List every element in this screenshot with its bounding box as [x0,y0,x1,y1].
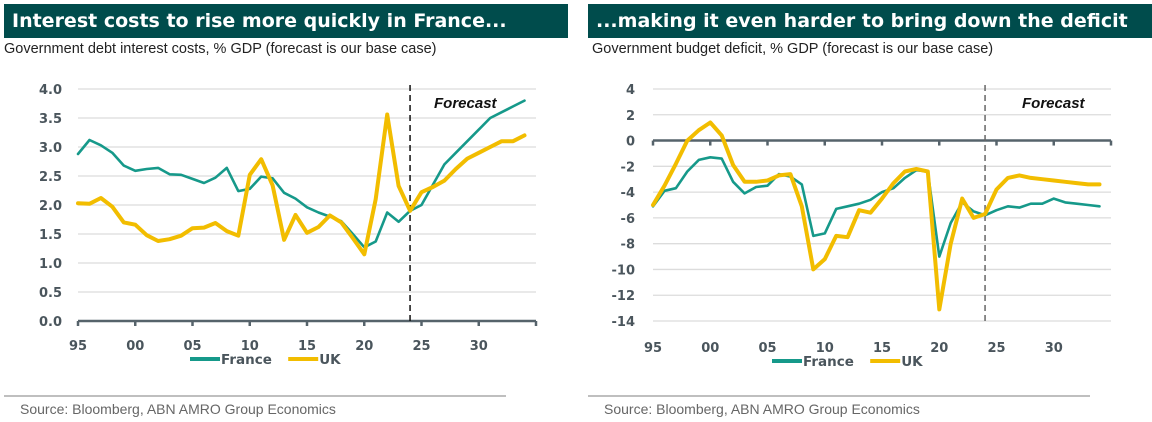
series-line-france [76,99,526,249]
x-tick-label: 05 [183,339,201,354]
series-line-uk [76,112,527,257]
x-tick-label: 25 [412,339,430,354]
y-tick-label: 4.0 [39,83,62,98]
legend-label-france: France [221,352,272,368]
x-tick-label: 00 [701,341,719,356]
source-divider [588,395,1090,397]
x-tick-label: 95 [69,339,87,354]
x-tick-label: 15 [873,341,891,356]
source-note: Source: Bloomberg, ABN AMRO Group Econom… [604,401,920,417]
y-tick-label: 3.5 [39,112,62,127]
x-tick-label: 25 [987,341,1005,356]
y-tick-label: -4 [621,186,635,201]
forecast-label: Forecast [434,95,498,112]
legend-label-uk: UK [319,352,341,368]
interest-costs-chart: 0.0 0.5 1.0 1.5 2.0 2.5 3.0 3.5 4.0 95 00 05 10 15 20 2… [39,83,538,368]
y-tick-label: -12 [612,289,636,304]
y-tick-label: 1.5 [39,228,62,243]
source-divider [4,395,506,397]
y-tick-label: 1.0 [39,257,62,272]
chart-title: Interest costs to rise more quickly in F… [4,4,568,38]
y-tick-label: 2 [626,109,635,124]
x-tick-label: 10 [816,341,834,356]
panel-interest-costs: Interest costs to rise more quickly in F… [4,4,568,417]
y-tick-label: -8 [621,238,635,253]
series-line-uk [651,120,1102,312]
x-tick-label: 20 [930,341,948,356]
x-tick-label: 30 [470,339,488,354]
y-tick-label: -2 [621,160,635,175]
y-tick-label: 2.5 [39,170,62,185]
chart-subtitle: Government budget deficit, % GDP (foreca… [592,41,994,57]
y-tick-label: 0.5 [39,286,62,301]
y-tick-label: 4 [626,83,635,98]
y-tick-label: 0 [626,135,635,150]
y-tick-label: -10 [612,263,636,278]
series-line-france [651,156,1101,258]
x-tick-label: 30 [1045,341,1063,356]
x-tick-label: 95 [644,341,662,356]
chart-subtitle: Government debt interest costs, % GDP (f… [4,41,437,57]
y-tick-label: -6 [621,212,635,227]
chart-title: ...making it even harder to bring down t… [588,4,1152,38]
x-tick-label: 05 [758,341,776,356]
y-tick-label: -14 [612,315,636,330]
x-tick-label: 10 [241,339,259,354]
x-tick-label: 00 [126,339,144,354]
source-note: Source: Bloomberg, ABN AMRO Group Econom… [20,401,336,417]
forecast-label: Forecast [1022,95,1086,112]
x-tick-label: 20 [355,339,373,354]
legend-label-uk: UK [901,354,923,370]
budget-deficit-chart: -14 -12 -10 -8 -6 -4 -2 0 2 4 95 00 05 10 15 20 25 30 Fore… [612,83,1113,370]
y-tick-label: 2.0 [39,199,62,214]
y-tick-label: 3.0 [39,141,62,156]
legend-label-france: France [803,354,854,370]
panel-budget-deficit: ...making it even harder to bring down t… [576,0,1152,422]
x-tick-label: 15 [298,339,316,354]
y-tick-label: 0.0 [39,315,62,330]
